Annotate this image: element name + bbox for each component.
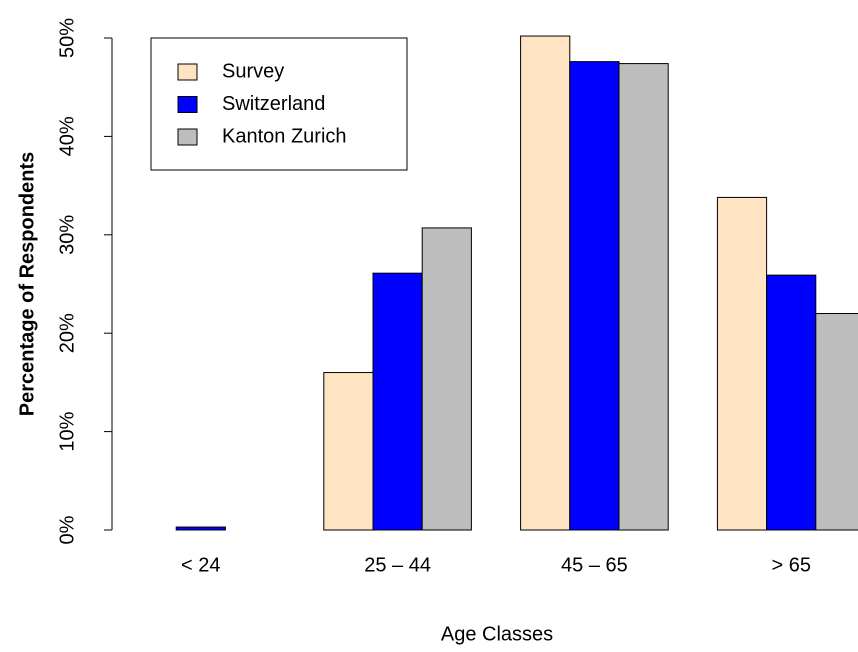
bar: [520, 35, 571, 531]
y-tick-label: 40%: [56, 116, 78, 156]
bar: [372, 272, 423, 531]
bar: [766, 274, 817, 531]
x-axis-label: Age Classes: [441, 623, 553, 645]
legend-swatch: [177, 128, 198, 146]
y-tick-label: 50%: [56, 18, 78, 58]
y-tick-label: 30%: [56, 215, 78, 255]
bar: [175, 526, 226, 531]
bar: [815, 313, 858, 531]
x-tick-label: 45 – 65: [561, 554, 628, 576]
y-tick-label: 20%: [56, 313, 78, 353]
legend-box: [150, 37, 408, 171]
bar: [569, 61, 620, 531]
legend-swatch: [177, 63, 198, 81]
legend-label: Survey: [222, 60, 284, 82]
bar: [716, 196, 768, 531]
x-tick-label: < 24: [181, 554, 220, 576]
legend-label: Kanton Zurich: [222, 125, 347, 147]
legend-swatch: [177, 96, 198, 113]
y-tick-label: 10%: [56, 411, 78, 451]
legend-label: Switzerland: [222, 93, 325, 115]
bar: [323, 372, 374, 531]
y-axis-label: Percentage of Respondents: [16, 152, 38, 417]
y-tick-label: 0%: [56, 515, 78, 544]
bar: [618, 63, 669, 531]
x-tick-label: 25 – 44: [364, 554, 431, 576]
x-tick-label: > 65: [771, 554, 810, 576]
bar: [421, 227, 472, 531]
